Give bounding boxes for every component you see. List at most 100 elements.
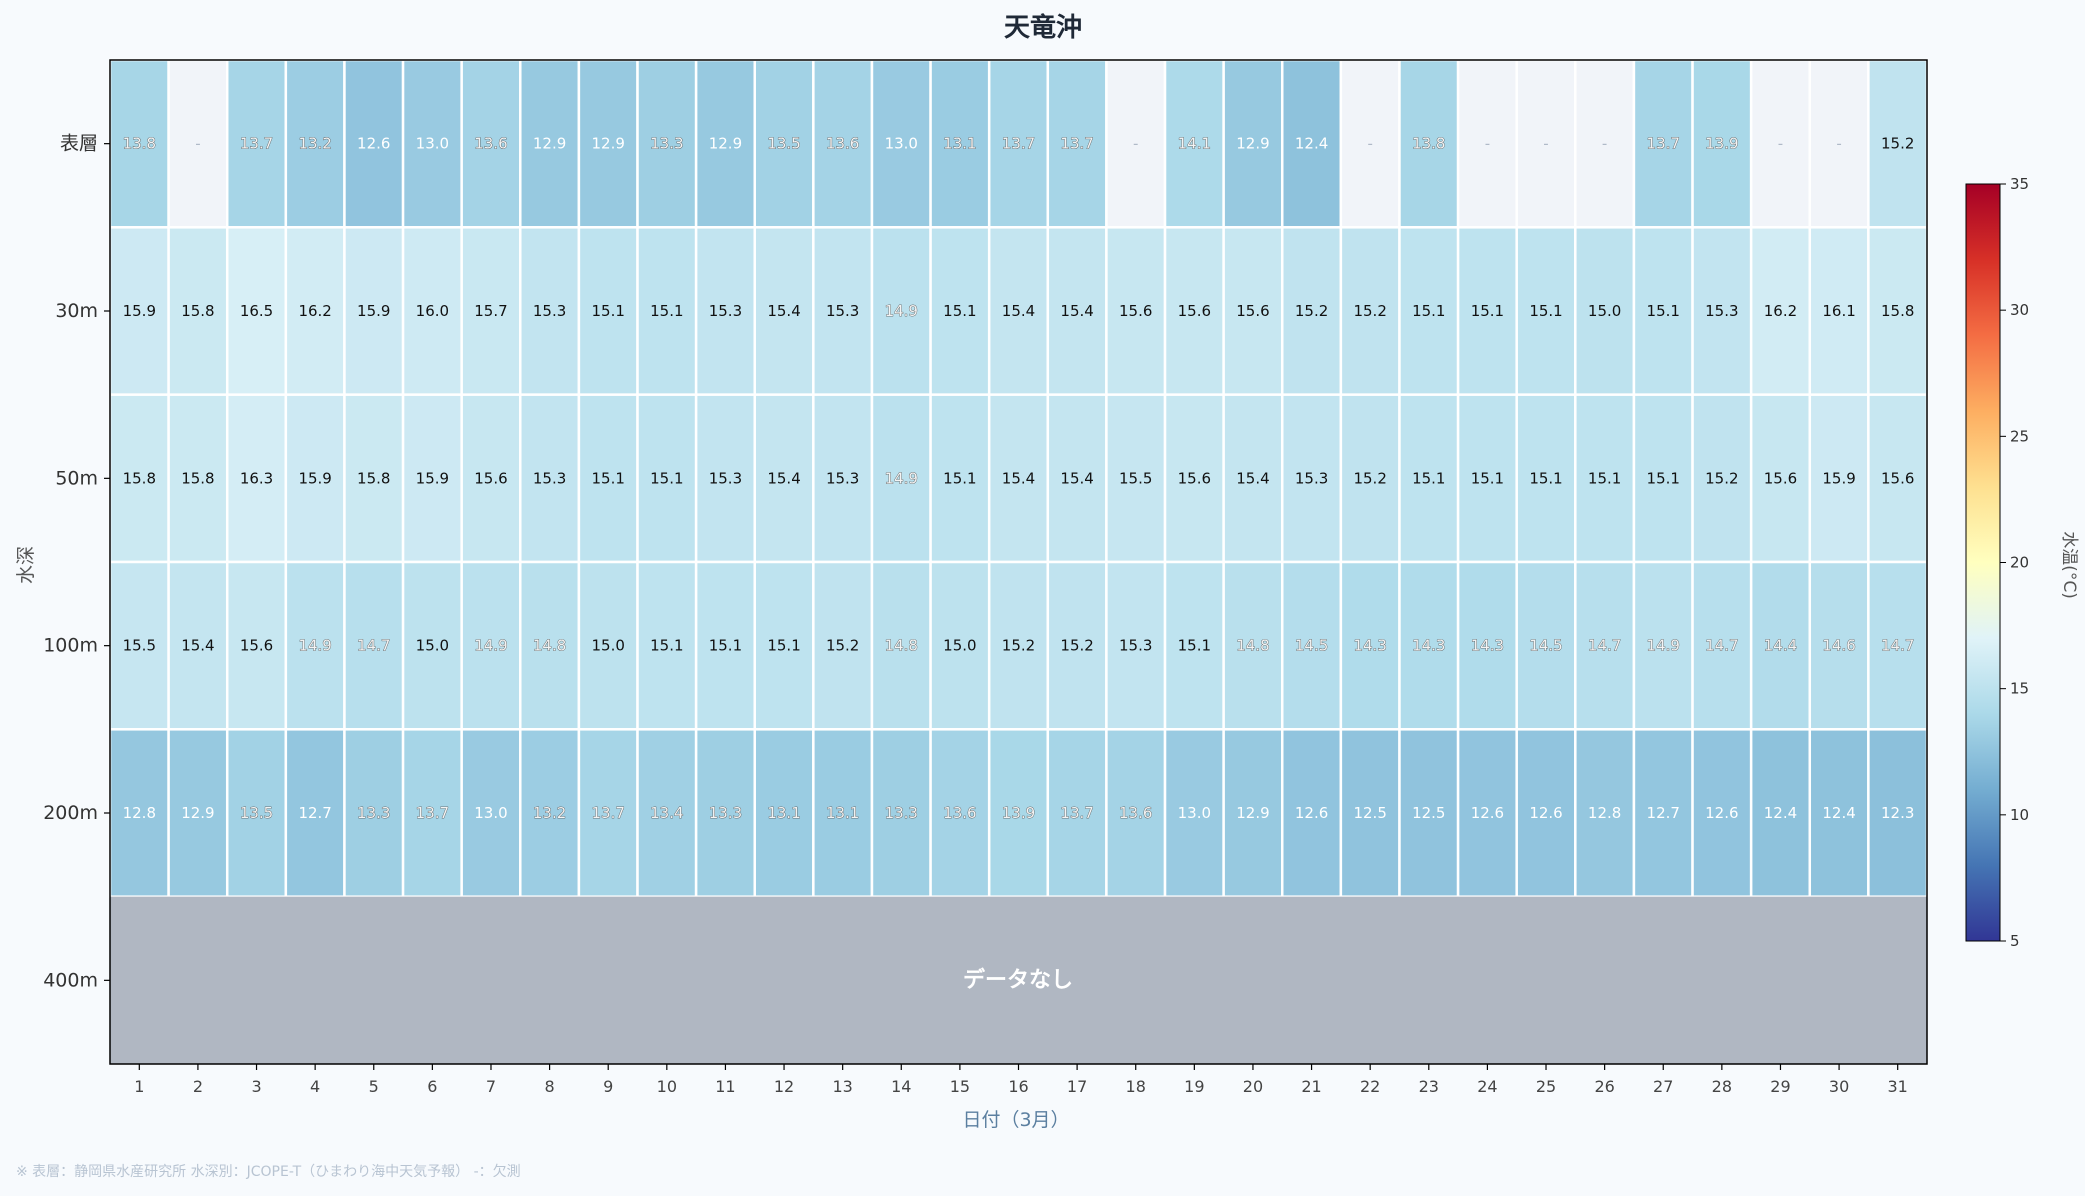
cell-value-label: 13.1 [767, 804, 800, 822]
cell-value-label: 15.4 [1060, 469, 1093, 487]
chart-title: 天竜沖 [1004, 12, 1082, 43]
cell-value-label: - [1485, 135, 1490, 153]
cell-value-label: 14.8 [1236, 637, 1269, 655]
cell-value-label: 12.9 [181, 804, 214, 822]
heatmap-cell [1339, 560, 1401, 731]
cell-value-label: 15.7 [474, 302, 507, 320]
cell-value-label: 12.9 [592, 135, 625, 153]
cell-value-label: 15.1 [650, 469, 683, 487]
cell-value-label: 15.2 [1060, 637, 1093, 655]
cell-value-label: 13.9 [1705, 135, 1738, 153]
x-tick-label: 9 [603, 1077, 613, 1096]
cell-value-label: 15.3 [709, 302, 742, 320]
cell-value-label: 13.6 [474, 135, 507, 153]
heatmap-cell [401, 393, 463, 564]
x-tick-label: 7 [486, 1077, 496, 1096]
colorbar-tick-label: 35 [2010, 175, 2029, 193]
heatmap-cell [1046, 560, 1108, 731]
heatmap-cell [1574, 560, 1636, 731]
heatmap-cell [519, 58, 581, 229]
cell-value-label: 13.3 [357, 804, 390, 822]
cell-value-label: 15.6 [1178, 469, 1211, 487]
heatmap-cell [1691, 728, 1753, 898]
cell-value-label: 15.8 [181, 302, 214, 320]
cell-value-label: 13.0 [416, 135, 449, 153]
cell-value-label: 15.1 [1412, 469, 1445, 487]
heatmap-cell [401, 226, 463, 396]
heatmap-cell [225, 560, 288, 731]
cell-value-label: 13.6 [943, 804, 976, 822]
cell-value-label: 15.6 [1119, 302, 1152, 320]
heatmap-cell [343, 728, 405, 898]
cell-value-label: 13.7 [1002, 135, 1035, 153]
heatmap-cell [1691, 560, 1753, 731]
heatmap-cell [812, 393, 874, 564]
cell-value-label: 14.5 [1529, 637, 1562, 655]
heatmap-cell [1046, 393, 1108, 564]
cell-value-label: 15.4 [1060, 302, 1093, 320]
cell-value-label: 12.5 [1412, 804, 1445, 822]
cell-value-label: 13.7 [416, 804, 449, 822]
x-tick-label: 4 [310, 1077, 320, 1096]
x-tick-label: 28 [1712, 1077, 1732, 1096]
heatmap-cell [343, 560, 405, 731]
cell-value-label: 15.3 [826, 302, 859, 320]
cell-value-label: 15.1 [1647, 469, 1680, 487]
cell-value-label: 13.5 [240, 804, 273, 822]
heatmap-cell [1515, 226, 1577, 396]
cell-value-label: 15.4 [1002, 469, 1035, 487]
heatmap-cell [343, 393, 405, 564]
heatmap-cell [167, 393, 229, 564]
cell-value-label: 15.2 [1705, 469, 1738, 487]
cell-value-label: 15.6 [1236, 302, 1269, 320]
cell-value-label: 14.9 [1647, 637, 1680, 655]
cell-value-label: 13.3 [885, 804, 918, 822]
cell-value-label: 12.6 [357, 135, 390, 153]
colorbar-label: 水温(°C) [2059, 531, 2079, 599]
heatmap-cell [167, 58, 229, 229]
x-tick-label: 23 [1419, 1077, 1439, 1096]
heatmap-cell [225, 728, 288, 898]
y-tick-label: 30m [55, 300, 98, 322]
heatmap-cell [1632, 728, 1694, 898]
cell-value-label: 15.4 [767, 302, 800, 320]
heatmap-cell [1163, 226, 1225, 396]
cell-value-label: 15.3 [826, 469, 859, 487]
x-tick-label: 27 [1653, 1077, 1673, 1096]
footnote: ※ 表層：静岡県水産研究所 水深別：JCOPE-T（ひまわり海中天気予報） -：… [16, 1164, 521, 1180]
heatmap-cell [460, 393, 522, 564]
heatmap-cell [694, 393, 756, 564]
cell-value-label: 15.1 [943, 302, 976, 320]
cell-value-label: 16.1 [1822, 302, 1855, 320]
heatmap-cell [401, 560, 463, 731]
cell-value-label: 15.1 [709, 637, 742, 655]
heatmap-cell [929, 560, 991, 731]
cell-value-label: 15.1 [1588, 469, 1621, 487]
heatmap-cell [401, 728, 463, 898]
heatmap-cell [1808, 560, 1870, 731]
cell-value-label: 15.1 [592, 302, 625, 320]
heatmap-cell [1808, 226, 1870, 396]
heatmap-cell [1046, 58, 1108, 229]
x-tick-label: 29 [1770, 1077, 1790, 1096]
cell-value-label: 13.9 [1002, 804, 1035, 822]
heatmap-cell [1632, 58, 1694, 229]
colorbar-ticks: 5 10 15 20 25 30 35 [2000, 175, 2029, 950]
heatmap-cell [1632, 393, 1694, 564]
cell-value-label: 13.7 [1060, 135, 1093, 153]
heatmap-cell [1456, 226, 1518, 396]
heatmap-cell [694, 560, 756, 731]
heatmap-cell [519, 393, 581, 564]
cell-value-label: 16.2 [1764, 302, 1797, 320]
x-tick-label: 22 [1360, 1077, 1380, 1096]
cell-value-label: 15.6 [1881, 469, 1914, 487]
heatmap-cell [929, 393, 991, 564]
heatmap-cell [1749, 560, 1812, 731]
heatmap-cell [870, 393, 932, 564]
cell-value-label: 15.8 [357, 469, 390, 487]
cell-value-label: 15.6 [474, 469, 507, 487]
cell-value-label: 16.3 [240, 469, 273, 487]
heatmap-cell [636, 58, 698, 229]
heatmap-cell [1281, 728, 1343, 898]
heatmap-cell [519, 728, 581, 898]
